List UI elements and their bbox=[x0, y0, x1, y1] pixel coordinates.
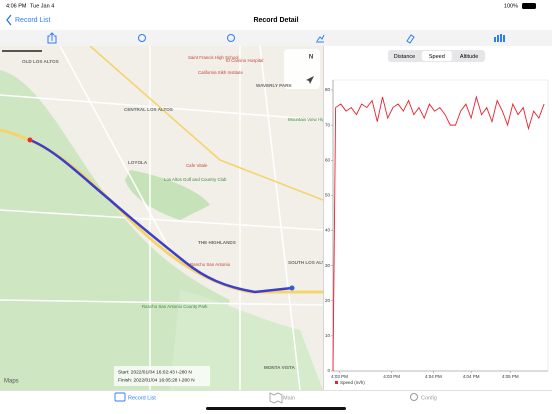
x-tick-label: 4:03 PM bbox=[383, 374, 400, 379]
y-tick-label: 40 bbox=[325, 228, 331, 233]
map[interactable]: N Maps Start: 2022/01/04 16:02:43 I-280 … bbox=[0, 46, 342, 390]
share-icon[interactable] bbox=[47, 32, 57, 44]
segment[interactable]: Speed bbox=[429, 54, 445, 60]
segment-selected bbox=[421, 51, 452, 61]
tab-icon-main[interactable] bbox=[269, 392, 283, 404]
legend-label: Speed (m/h) bbox=[340, 380, 365, 385]
divider bbox=[323, 46, 324, 390]
map-label: Rancho San Antonio bbox=[190, 262, 231, 267]
y-tick-label: 60 bbox=[325, 157, 331, 162]
map-label: CENTRAL LOS ALTOS bbox=[124, 107, 173, 112]
y-tick-label: 10 bbox=[325, 333, 331, 338]
map-label: LOYOLA bbox=[128, 160, 148, 165]
tab-separator bbox=[0, 390, 552, 391]
chart-icon[interactable] bbox=[316, 34, 325, 43]
route bbox=[29, 138, 293, 294]
y-tick-label: 30 bbox=[325, 263, 331, 268]
y-tick-label: 0 bbox=[327, 368, 330, 373]
info-box bbox=[114, 366, 210, 386]
map-label: SOUTH LOS ALTOS bbox=[288, 260, 331, 265]
map-label: THE HIGHLANDS bbox=[198, 240, 236, 245]
map-label: OLD LOS ALTOS bbox=[22, 59, 59, 64]
x-tick-label: 4:04 PM bbox=[463, 374, 480, 379]
status-battery: 100% bbox=[504, 3, 518, 9]
finish-info: Finish: 2022/01/04 16:05:28 I-280 N bbox=[118, 377, 195, 383]
compass[interactable]: N bbox=[309, 55, 313, 61]
back-button[interactable]: Record List bbox=[15, 17, 50, 24]
map-label: MONTA VISTA bbox=[264, 365, 295, 370]
map-label: Saint Francis High School bbox=[188, 55, 239, 60]
start-pin bbox=[27, 137, 33, 143]
tab-label[interactable]: Config bbox=[421, 395, 437, 401]
start-info: Start: 2022/01/04 16:02:43 I-280 N bbox=[118, 369, 192, 375]
x-tick-label: 4:05 PM bbox=[502, 374, 519, 379]
tag-icon[interactable] bbox=[406, 34, 415, 44]
tab-label[interactable]: Main bbox=[283, 395, 295, 401]
locate-icon[interactable] bbox=[138, 34, 146, 42]
y-tick-label: 70 bbox=[325, 122, 331, 127]
status-date: Tue Jan 4 bbox=[30, 3, 54, 9]
home-indicator bbox=[206, 407, 346, 410]
map-label: El Camino Hospital bbox=[226, 58, 263, 63]
status-time: 4:06 PM bbox=[6, 3, 27, 9]
locate-button[interactable] bbox=[306, 76, 314, 84]
finish-pin bbox=[289, 285, 295, 291]
map-label: Rancho San Antonio County Park bbox=[142, 304, 208, 309]
scale-bar bbox=[2, 50, 42, 52]
map-label: Cafe Vitale bbox=[186, 163, 208, 168]
nav-title: Record Detail bbox=[253, 17, 298, 24]
toolbar bbox=[0, 30, 552, 46]
y-tick-label: 20 bbox=[325, 298, 331, 303]
battery-icon bbox=[522, 3, 536, 9]
map-label: Los Altos Golf and Country Club bbox=[164, 177, 227, 182]
tab-icon-records[interactable] bbox=[114, 392, 126, 402]
tab-icon-config[interactable] bbox=[410, 393, 418, 401]
segment[interactable]: Altitude bbox=[460, 54, 478, 60]
segment[interactable]: Distance bbox=[394, 54, 415, 60]
plot-area bbox=[332, 79, 549, 372]
map-label: Mountain View High School bbox=[288, 117, 342, 122]
map-label: California Sikh Institute bbox=[198, 70, 243, 75]
y-tick-label: 50 bbox=[325, 193, 331, 198]
tab-label[interactable]: Record List bbox=[128, 395, 156, 401]
toolbar-icons bbox=[47, 32, 415, 44]
info-icon[interactable] bbox=[227, 34, 235, 42]
bars-icon[interactable] bbox=[494, 34, 505, 42]
map-label: WAVERLY PARK bbox=[256, 83, 293, 88]
y-tick-label: 80 bbox=[325, 87, 331, 92]
map-attribution: Maps bbox=[4, 379, 19, 385]
speed-line bbox=[332, 95, 545, 372]
legend-swatch bbox=[335, 381, 338, 384]
back-chevron[interactable] bbox=[6, 14, 12, 26]
x-tick-label: 4:04 PM bbox=[425, 374, 442, 379]
x-tick-label: 4:03 PM bbox=[331, 374, 348, 379]
